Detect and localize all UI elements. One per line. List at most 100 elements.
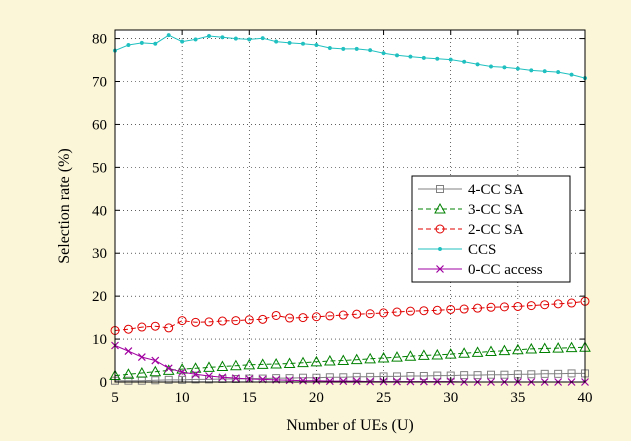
x-tick-label: 20 [309, 390, 324, 406]
data-point [233, 36, 238, 41]
data-point [189, 362, 202, 373]
data-point [247, 37, 252, 42]
data-point [419, 306, 429, 316]
x-tick-label: 25 [376, 390, 391, 406]
data-point [552, 342, 564, 353]
data-point [391, 351, 403, 362]
legend-label: 4-CC SA [468, 182, 524, 198]
legend: 4-CC SA 3-CC SA 2-CC SA CCS 0-CC access [411, 175, 571, 283]
data-point [287, 40, 292, 45]
data-point [151, 376, 160, 385]
data-point [418, 349, 430, 360]
y-tick-label: 20 [92, 289, 107, 305]
legend-label: 3-CC SA [468, 202, 524, 218]
series-4-cc-sa [111, 369, 589, 385]
data-point [191, 375, 200, 384]
data-point [540, 300, 550, 310]
y-tick-label: 50 [92, 160, 107, 176]
data-point [419, 371, 428, 380]
data-point [231, 374, 240, 383]
data-point [327, 45, 332, 51]
data-point [178, 368, 187, 377]
data-point [436, 265, 444, 273]
data-point [421, 55, 426, 60]
data-point [270, 357, 282, 369]
data-point [325, 311, 335, 321]
data-point [191, 317, 201, 327]
data-point [527, 370, 536, 379]
ticks: 5 10 15 20 25 30 35 40 0 10 20 30 40 50 60 70 80 [92, 30, 593, 406]
data-point [337, 354, 350, 366]
data-point [283, 357, 296, 369]
data-point [540, 369, 549, 378]
legend-label: 0-CC access [468, 262, 543, 278]
data-point [205, 372, 213, 380]
series-line [114, 34, 586, 79]
data-point [365, 309, 375, 319]
data-point [324, 354, 336, 366]
data-point [381, 51, 386, 56]
data-point [515, 66, 520, 71]
data-point [162, 364, 175, 375]
data-point [431, 348, 444, 360]
data-point [393, 372, 401, 381]
data-point [231, 316, 241, 326]
data-point [124, 376, 133, 385]
series-line [114, 300, 586, 331]
data-point [500, 370, 509, 379]
legend-entry: 2-CC SA [418, 222, 524, 238]
data-point [565, 341, 578, 353]
data-point [149, 365, 162, 377]
data-point [542, 69, 547, 74]
data-point [124, 347, 133, 356]
data-point [300, 41, 306, 46]
data-point [204, 317, 214, 327]
data-point [298, 313, 308, 323]
data-point [297, 356, 309, 368]
data-point [314, 42, 319, 48]
y-tick-label: 40 [92, 203, 107, 219]
y-tick-label: 70 [92, 75, 107, 91]
data-point [569, 72, 574, 77]
data-point [310, 355, 323, 367]
data-point [364, 352, 376, 364]
data-point [217, 316, 227, 326]
data-point [299, 376, 307, 385]
x-axis-label: Number of UEs (U) [286, 417, 414, 434]
series-3-cc-sa [109, 341, 591, 381]
data-point [475, 62, 480, 67]
x-tick-label: 10 [175, 390, 190, 406]
data-point [486, 302, 496, 312]
data-point [203, 361, 215, 372]
data-point [473, 371, 482, 380]
data-point [488, 64, 494, 69]
data-point [446, 304, 456, 314]
series-2-cc-sa [110, 296, 590, 335]
data-point [556, 70, 561, 75]
legend-entry: 3-CC SA [418, 202, 524, 218]
data-point [525, 342, 538, 354]
data-point [498, 344, 511, 356]
data-point [471, 346, 484, 357]
data-point [485, 345, 497, 357]
data-point [379, 308, 389, 318]
data-point [166, 33, 171, 38]
data-point [191, 370, 200, 379]
x-tick-label: 5 [111, 390, 119, 406]
data-point [325, 377, 334, 386]
data-point [473, 303, 483, 313]
data-point [285, 376, 294, 385]
data-point [260, 36, 265, 41]
data-point [394, 53, 400, 58]
data-point [436, 185, 444, 193]
data-point [338, 310, 348, 320]
data-point [434, 202, 446, 214]
series-ccs [112, 33, 588, 81]
data-point [339, 377, 348, 386]
data-point [244, 315, 254, 325]
data-point [352, 377, 361, 386]
y-tick-label: 60 [92, 117, 107, 133]
y-tick-label: 0 [100, 375, 108, 391]
data-point [243, 358, 256, 370]
data-point [567, 369, 576, 378]
